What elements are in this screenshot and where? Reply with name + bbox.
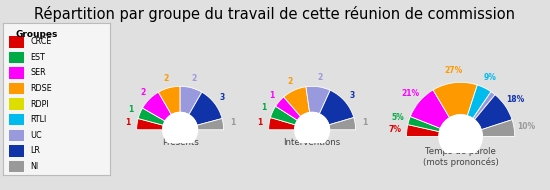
FancyBboxPatch shape bbox=[9, 145, 24, 157]
Wedge shape bbox=[138, 108, 165, 125]
Wedge shape bbox=[268, 118, 295, 130]
Wedge shape bbox=[276, 97, 301, 120]
Text: 2: 2 bbox=[164, 74, 169, 83]
Text: 1: 1 bbox=[129, 105, 134, 114]
FancyBboxPatch shape bbox=[9, 67, 24, 79]
FancyBboxPatch shape bbox=[9, 83, 24, 94]
Text: Présents: Présents bbox=[162, 139, 199, 147]
Wedge shape bbox=[142, 92, 172, 121]
Text: EST: EST bbox=[31, 53, 46, 62]
Wedge shape bbox=[481, 120, 515, 136]
Text: 2: 2 bbox=[191, 74, 196, 83]
Wedge shape bbox=[136, 119, 163, 130]
Text: SER: SER bbox=[31, 68, 46, 78]
FancyBboxPatch shape bbox=[9, 98, 24, 110]
Text: 5%: 5% bbox=[391, 112, 404, 122]
Text: Temps de parole
(mots prononcés): Temps de parole (mots prononcés) bbox=[423, 147, 498, 167]
Text: Groupes: Groupes bbox=[15, 30, 58, 39]
Text: 18%: 18% bbox=[506, 95, 524, 104]
Text: 1: 1 bbox=[270, 91, 274, 100]
Wedge shape bbox=[189, 92, 222, 125]
Text: Répartition par groupe du travail de cette réunion de commission: Répartition par groupe du travail de cet… bbox=[35, 6, 515, 22]
Circle shape bbox=[295, 112, 329, 147]
Text: 3: 3 bbox=[350, 91, 355, 100]
Wedge shape bbox=[271, 106, 298, 125]
Text: Interventions: Interventions bbox=[283, 139, 341, 147]
Circle shape bbox=[439, 115, 482, 158]
Wedge shape bbox=[329, 118, 356, 130]
Text: 27%: 27% bbox=[444, 66, 463, 75]
Text: 2: 2 bbox=[288, 77, 293, 86]
Text: 1: 1 bbox=[257, 118, 262, 127]
Text: 2: 2 bbox=[317, 73, 322, 82]
Text: UC: UC bbox=[31, 131, 42, 140]
Wedge shape bbox=[408, 116, 441, 132]
Wedge shape bbox=[320, 90, 354, 125]
Text: 9%: 9% bbox=[483, 73, 496, 82]
Wedge shape bbox=[406, 125, 439, 136]
Wedge shape bbox=[284, 87, 310, 117]
FancyBboxPatch shape bbox=[9, 114, 24, 125]
Wedge shape bbox=[180, 86, 202, 115]
Text: LR: LR bbox=[31, 146, 41, 155]
Wedge shape bbox=[433, 82, 477, 118]
Text: RTLI: RTLI bbox=[31, 115, 47, 124]
Wedge shape bbox=[473, 92, 495, 120]
Text: RDSE: RDSE bbox=[31, 84, 52, 93]
Circle shape bbox=[163, 112, 197, 147]
Text: 1: 1 bbox=[261, 103, 267, 112]
Text: 2: 2 bbox=[140, 88, 145, 97]
FancyBboxPatch shape bbox=[9, 52, 24, 63]
FancyBboxPatch shape bbox=[9, 36, 24, 48]
Text: NI: NI bbox=[31, 162, 38, 171]
Text: 3: 3 bbox=[219, 93, 225, 102]
Wedge shape bbox=[475, 95, 512, 130]
Text: 7%: 7% bbox=[388, 125, 401, 134]
Wedge shape bbox=[158, 86, 180, 115]
Wedge shape bbox=[306, 86, 330, 114]
Wedge shape bbox=[468, 85, 491, 119]
Text: RDPI: RDPI bbox=[31, 100, 50, 109]
Text: 21%: 21% bbox=[402, 89, 420, 98]
Wedge shape bbox=[410, 90, 449, 128]
Text: 1: 1 bbox=[125, 118, 130, 127]
Wedge shape bbox=[197, 119, 224, 130]
FancyBboxPatch shape bbox=[9, 161, 24, 172]
Text: 1: 1 bbox=[230, 118, 235, 127]
Text: CRCE: CRCE bbox=[31, 37, 52, 46]
Text: 1: 1 bbox=[362, 118, 367, 127]
FancyBboxPatch shape bbox=[9, 130, 24, 141]
Text: 10%: 10% bbox=[517, 122, 535, 131]
